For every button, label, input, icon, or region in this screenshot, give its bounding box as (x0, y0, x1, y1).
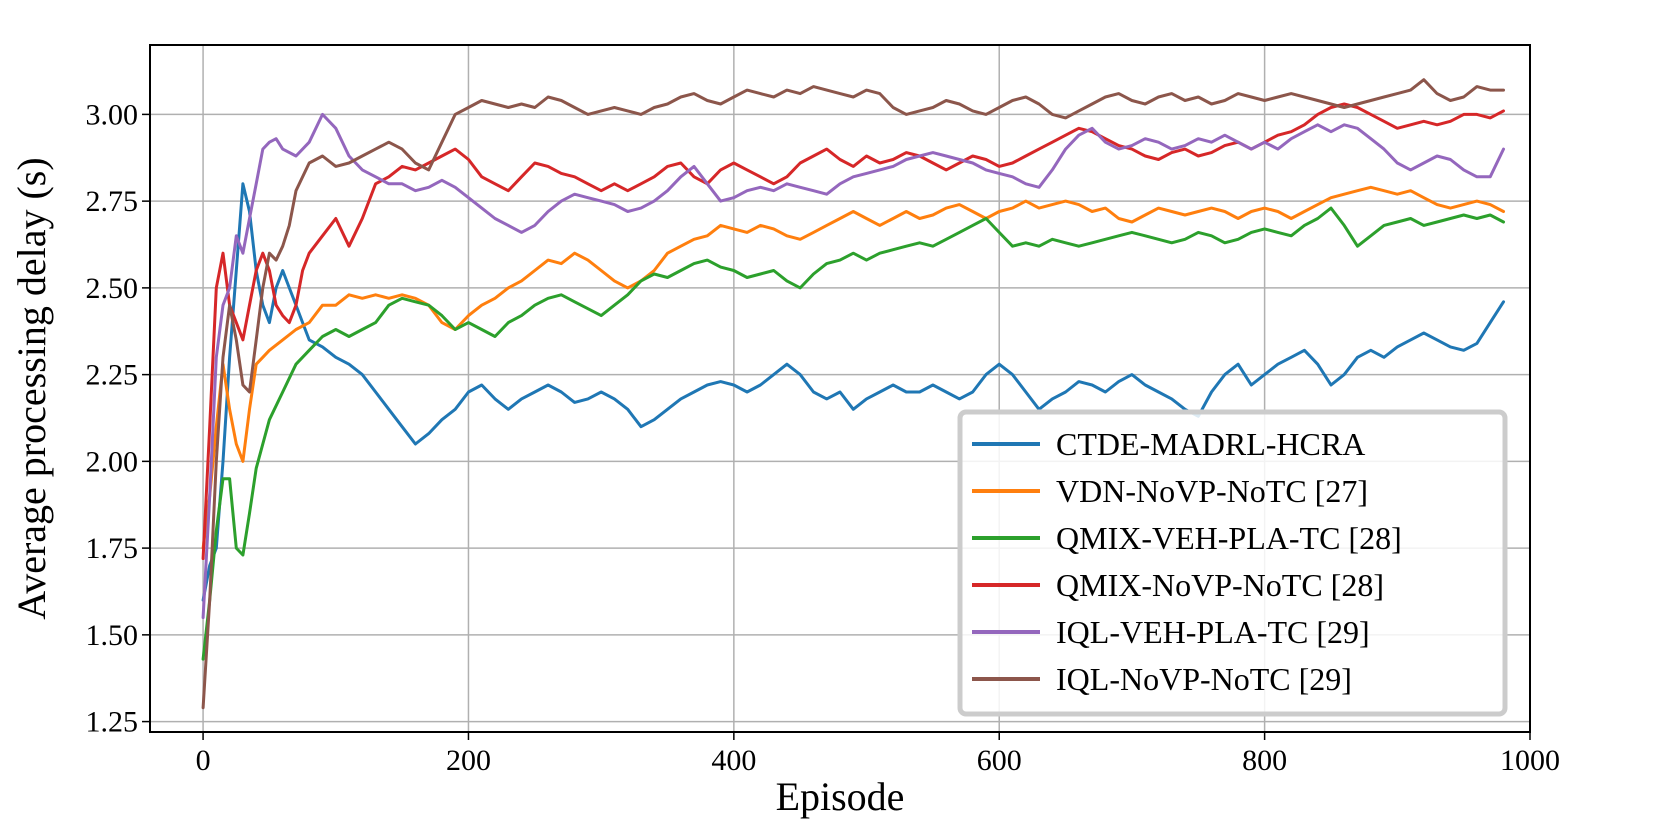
x-tick-label: 400 (711, 744, 756, 777)
y-tick-label: 1.75 (86, 532, 139, 565)
x-tick-label: 0 (196, 744, 211, 777)
series-line-1 (201, 182, 1505, 602)
x-tick-label: 200 (446, 744, 491, 777)
y-tick-label: 2.25 (86, 359, 139, 392)
legend-box (957, 409, 1508, 717)
y-tick-label: 2.00 (86, 445, 139, 478)
series-line-6 (201, 78, 1505, 710)
legend-label: IQL-VEH-PLA-TC [29] (1056, 614, 1370, 650)
x-tick-label: 1000 (1500, 744, 1560, 777)
x-axis-title: Episode (776, 774, 905, 819)
y-tick-label: 2.75 (86, 185, 139, 218)
plot-frame (149, 44, 1531, 733)
legend-label: VDN-NoVP-NoTC [27] (1056, 473, 1368, 509)
legend-label: QMIX-NoVP-NoTC [28] (1056, 567, 1384, 603)
x-tick-label: 600 (977, 744, 1022, 777)
x-tick-label: 800 (1242, 744, 1287, 777)
legend-label: CTDE-MADRL-HCRA (1056, 426, 1365, 462)
series-layer (201, 78, 1505, 710)
legend-label: QMIX-VEH-PLA-TC [28] (1056, 520, 1402, 556)
y-axis: 1.25 1.50 1.75 2.00 2.25 2.50 2.75 3.00 (86, 98, 150, 739)
x-axis: 0 200 400 600 800 1000 (196, 732, 1560, 777)
y-tick-label: 1.25 (86, 706, 139, 739)
series-line-2 (201, 185, 1505, 550)
y-tick-label: 3.00 (86, 98, 139, 131)
y-axis-title: Average processing delay (s) (9, 157, 54, 619)
legend-label: IQL-NoVP-NoTC [29] (1056, 661, 1352, 697)
series-line-4 (201, 102, 1505, 560)
series-line-3 (201, 206, 1505, 661)
y-tick-label: 1.50 (86, 619, 139, 652)
y-tick-label: 2.50 (86, 272, 139, 305)
legend: CTDE-MADRL-HCRA VDN-NoVP-NoTC [27] QMIX-VE… (957, 409, 1508, 717)
